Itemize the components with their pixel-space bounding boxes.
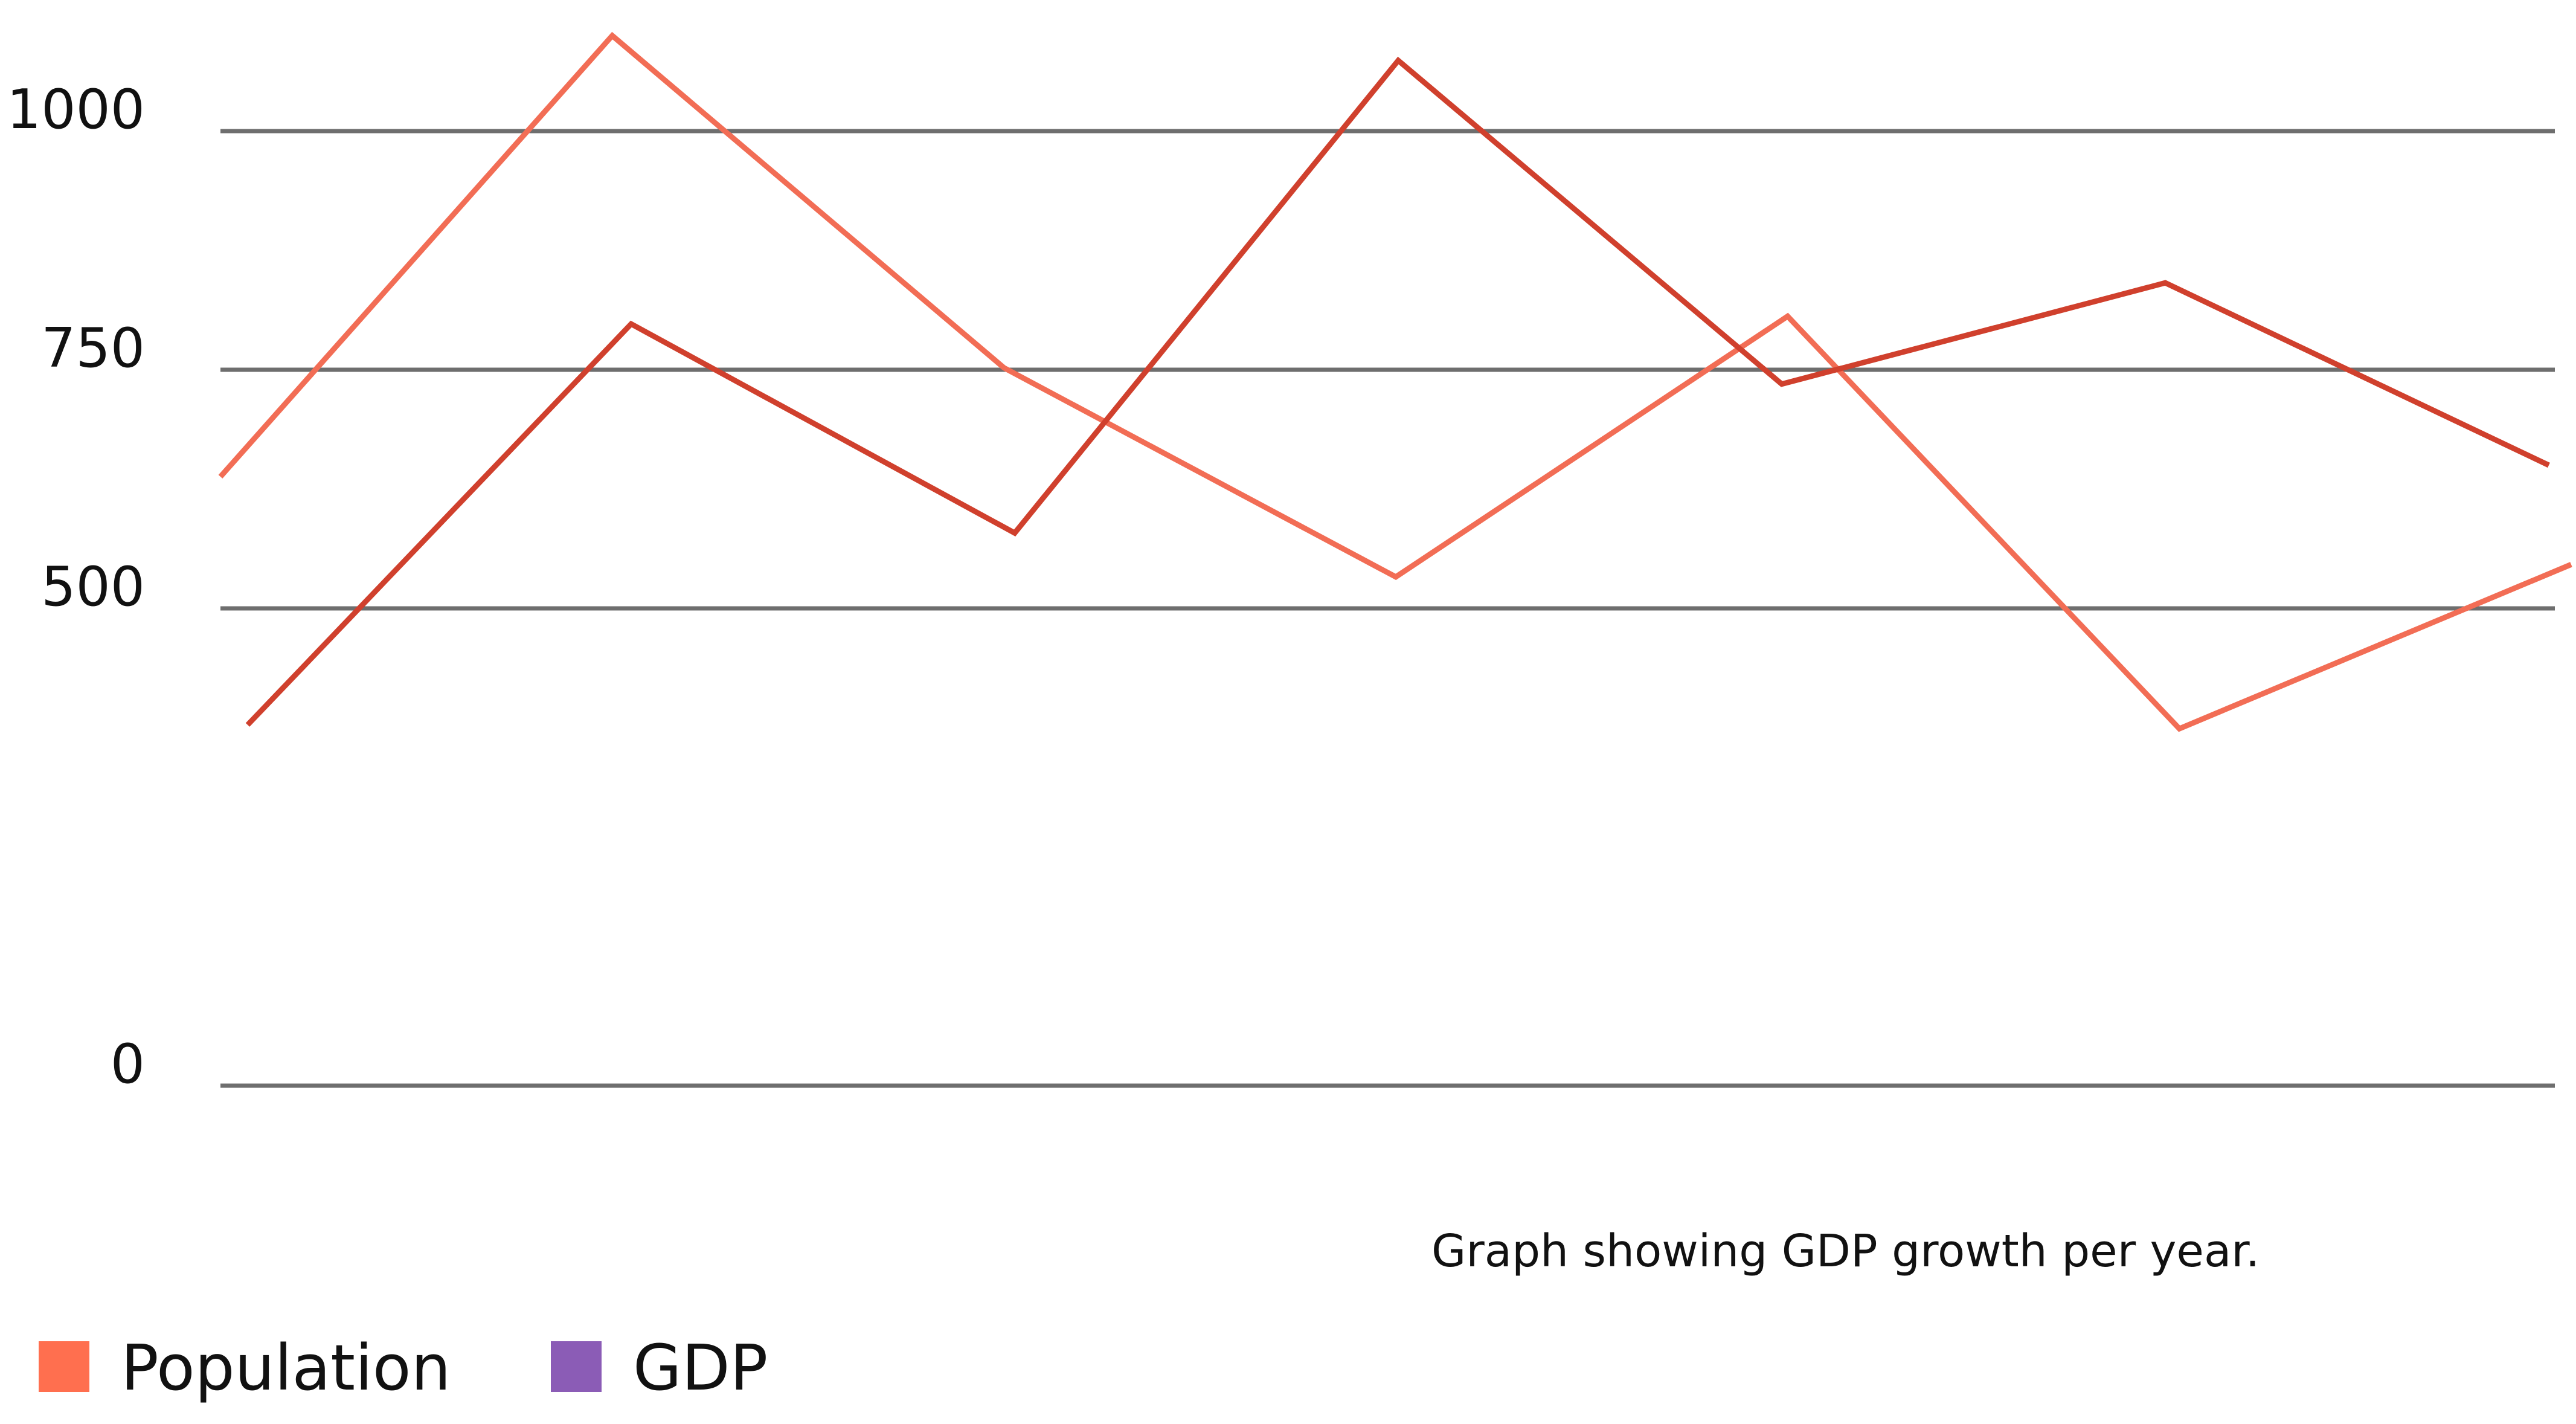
y-axis-tick-labels: 0 500 750 1000 [7,78,145,1096]
y-tick-label-1000: 1000 [7,78,145,141]
gridlines [220,129,2555,1088]
series-line-gdp [245,56,2550,727]
legend-swatch-gdp [551,1341,602,1392]
legend-swatch-population [39,1341,89,1392]
series-lines [218,31,2572,732]
y-tick-label-750: 750 [41,317,145,380]
legend-label-gdp: GDP [633,1331,768,1405]
series-line-population [218,31,2572,732]
y-tick-label-0: 0 [111,1033,145,1096]
legend-label-population: Population [121,1331,451,1405]
y-tick-label-500: 500 [41,555,145,619]
legend: Population GDP [39,1331,768,1405]
chart-caption: Graph showing GDP growth per year. [1431,1225,2260,1277]
